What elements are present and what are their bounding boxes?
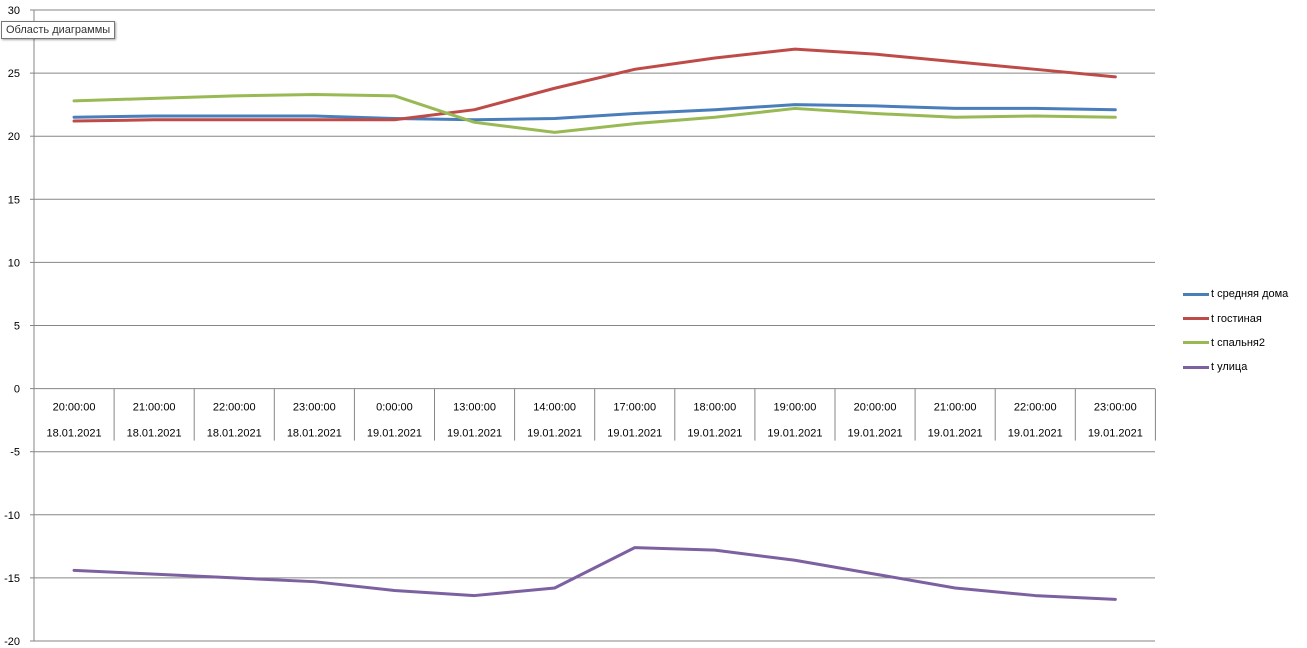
series-line[interactable] xyxy=(72,103,1117,122)
x-tick-time: 22:00:00 xyxy=(213,402,256,414)
y-tick-label: 15 xyxy=(8,194,20,206)
legend[interactable]: t средняя дома t гостиная t спальня2 t улиц… xyxy=(1183,282,1288,380)
x-tick-date: 19.01.2021 xyxy=(687,428,742,440)
x-tick-time: 21:00:00 xyxy=(934,402,977,414)
x-tick-date: 19.01.2021 xyxy=(1088,428,1143,440)
legend-label: t улица xyxy=(1211,361,1248,374)
x-tick-date: 19.01.2021 xyxy=(527,428,582,440)
x-tick-date: 19.01.2021 xyxy=(928,428,983,440)
x-tick-time: 14:00:00 xyxy=(533,402,576,414)
y-tick-label: 25 xyxy=(8,68,20,80)
legend-swatch xyxy=(1183,365,1209,369)
x-tick-time: 22:00:00 xyxy=(1014,402,1057,414)
x-tick-time: 23:00:00 xyxy=(1094,402,1137,414)
grid-lines xyxy=(34,9,1155,642)
x-tick-date: 18.01.2021 xyxy=(207,428,262,440)
y-tick-label: 20 xyxy=(8,131,20,143)
y-tick-label: -5 xyxy=(10,447,20,459)
x-tick-time: 0:00:00 xyxy=(376,402,413,414)
legend-swatch xyxy=(1183,292,1209,296)
x-tick-date: 18.01.2021 xyxy=(47,428,102,440)
series-line[interactable] xyxy=(72,546,1117,601)
x-tick-date: 19.01.2021 xyxy=(607,428,662,440)
legend-item[interactable]: t гостиная xyxy=(1183,306,1288,330)
y-tick-label: -10 xyxy=(4,510,20,522)
x-tick-time: 21:00:00 xyxy=(133,402,176,414)
legend-label: t средняя дома xyxy=(1211,288,1289,301)
x-tick-date: 19.01.2021 xyxy=(367,428,422,440)
legend-item[interactable]: t спальня2 xyxy=(1183,331,1288,355)
x-tick-date: 19.01.2021 xyxy=(848,428,903,440)
series-line[interactable] xyxy=(72,93,1117,134)
x-tick-date: 18.01.2021 xyxy=(127,428,182,440)
y-tick-label: 5 xyxy=(14,321,20,333)
x-tick-time: 20:00:00 xyxy=(53,402,96,414)
legend-swatch xyxy=(1183,317,1209,321)
x-tick-date: 19.01.2021 xyxy=(767,428,822,440)
y-tick-label: 30 xyxy=(8,5,20,17)
y-tick-label: -20 xyxy=(4,636,20,648)
x-tick-time: 13:00:00 xyxy=(453,402,496,414)
legend-swatch xyxy=(1183,341,1209,345)
series-line[interactable] xyxy=(72,47,1117,123)
series-lines xyxy=(72,47,1117,601)
x-tick-time: 18:00:00 xyxy=(693,402,736,414)
x-tick-time: 17:00:00 xyxy=(613,402,656,414)
x-tick-time: 20:00:00 xyxy=(854,402,897,414)
x-tick-date: 19.01.2021 xyxy=(1008,428,1063,440)
legend-label: t спальня2 xyxy=(1211,336,1265,349)
legend-label: t гостиная xyxy=(1211,312,1262,325)
x-tick-date: 18.01.2021 xyxy=(287,428,342,440)
y-tick-label: -15 xyxy=(4,573,20,585)
x-tick-time: 23:00:00 xyxy=(293,402,336,414)
x-tick-date: 19.01.2021 xyxy=(447,428,502,440)
legend-item[interactable]: t средняя дома xyxy=(1183,282,1288,306)
y-axis: 30 25 20 15 10 5 0 -5 -10 -15 -20 xyxy=(4,5,35,648)
x-axis: 20:00:00 18.01.2021 21:00:00 18.01.2021 22:0… xyxy=(33,388,1156,441)
chart-area-tooltip: Область диаграммы xyxy=(1,21,116,39)
y-tick-label: 10 xyxy=(8,257,20,269)
y-tick-label: 0 xyxy=(14,384,20,396)
legend-item[interactable]: t улица xyxy=(1183,355,1288,379)
x-tick-time: 19:00:00 xyxy=(774,402,817,414)
